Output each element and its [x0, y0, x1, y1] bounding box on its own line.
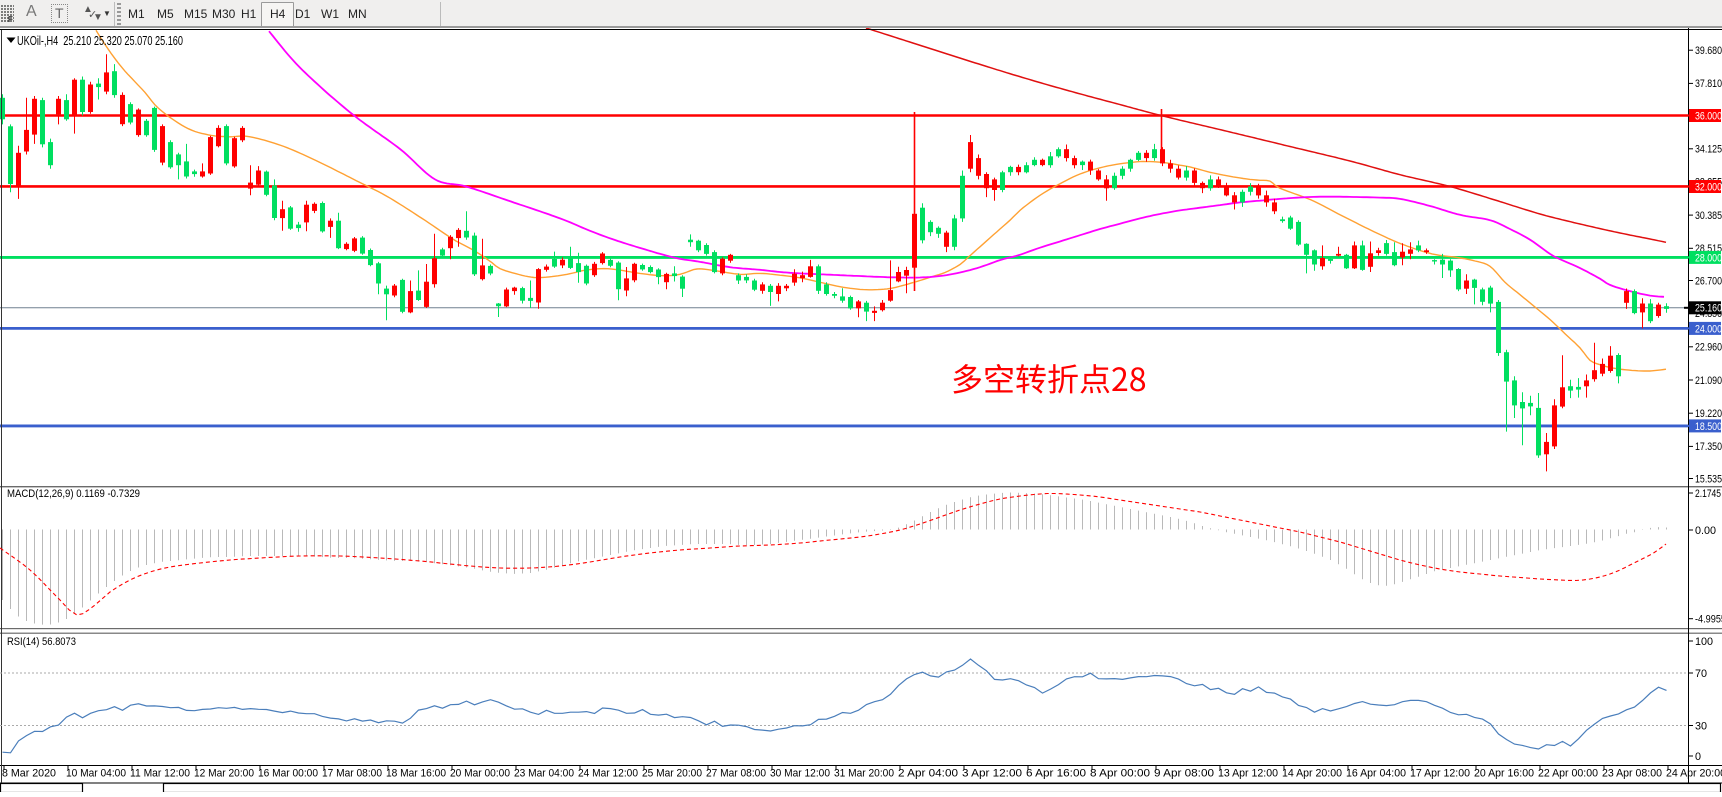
svg-text:11 Mar 12:00: 11 Mar 12:00: [130, 768, 190, 780]
svg-text:8 Apr 00:00: 8 Apr 00:00: [1090, 768, 1150, 780]
svg-text:100: 100: [1695, 636, 1713, 648]
svg-text:2.1745: 2.1745: [1695, 488, 1721, 500]
svg-text:30.385: 30.385: [1695, 210, 1722, 222]
svg-text:24.000: 24.000: [1695, 323, 1722, 335]
svg-text:21.090: 21.090: [1695, 375, 1722, 387]
svg-text:18 Mar 16:00: 18 Mar 16:00: [386, 768, 446, 780]
svg-text:2 Apr 04:00: 2 Apr 04:00: [898, 768, 958, 780]
svg-text:16 Apr 04:00: 16 Apr 04:00: [1346, 768, 1406, 780]
svg-text:17 Apr 12:00: 17 Apr 12:00: [1410, 768, 1470, 780]
svg-text:UKOil-,H4 25.210 25.320 25.07: UKOil-,H4 25.210 25.320 25.070 25.160: [17, 33, 183, 48]
svg-text:31 Mar 20:00: 31 Mar 20:00: [834, 768, 894, 780]
svg-text:36.000: 36.000: [1695, 110, 1722, 122]
svg-text:14 Apr 20:00: 14 Apr 20:00: [1282, 768, 1342, 780]
svg-text:9 Apr 08:00: 9 Apr 08:00: [1154, 768, 1214, 780]
svg-text:70: 70: [1695, 668, 1707, 680]
svg-text:8 Mar 2020: 8 Mar 2020: [2, 768, 56, 780]
svg-text:26.700: 26.700: [1695, 275, 1722, 287]
svg-text:19.220: 19.220: [1695, 408, 1722, 420]
svg-text:34.125: 34.125: [1695, 144, 1722, 156]
svg-text:18.500: 18.500: [1695, 421, 1722, 433]
svg-text:27 Mar 08:00: 27 Mar 08:00: [706, 768, 766, 780]
svg-text:0.00: 0.00: [1695, 525, 1716, 537]
svg-text:37.810: 37.810: [1695, 78, 1722, 90]
svg-text:32.000: 32.000: [1695, 181, 1722, 193]
svg-text:23 Mar 04:00: 23 Mar 04:00: [514, 768, 574, 780]
svg-text:30: 30: [1695, 720, 1707, 732]
svg-text:22.960: 22.960: [1695, 342, 1722, 354]
svg-text:25 Mar 20:00: 25 Mar 20:00: [642, 768, 702, 780]
svg-text:13 Apr 12:00: 13 Apr 12:00: [1218, 768, 1278, 780]
svg-text:25.160: 25.160: [1695, 303, 1722, 315]
svg-text:-4.9955: -4.9955: [1695, 614, 1722, 626]
svg-text:24 Apr 20:00: 24 Apr 20:00: [1666, 768, 1722, 780]
svg-text:MACD(12,26,9) 0.1169 -0.7329: MACD(12,26,9) 0.1169 -0.7329: [7, 488, 140, 500]
svg-text:12 Mar 20:00: 12 Mar 20:00: [194, 768, 254, 780]
svg-text:0: 0: [1695, 751, 1701, 763]
svg-text:39.680: 39.680: [1695, 45, 1722, 57]
svg-text:20 Apr 16:00: 20 Apr 16:00: [1474, 768, 1534, 780]
svg-text:24 Mar 12:00: 24 Mar 12:00: [578, 768, 638, 780]
svg-text:28.000: 28.000: [1695, 252, 1722, 264]
svg-text:15.535: 15.535: [1695, 473, 1722, 485]
svg-text:22 Apr 00:00: 22 Apr 00:00: [1538, 768, 1598, 780]
svg-text:6 Apr 16:00: 6 Apr 16:00: [1026, 768, 1086, 780]
svg-text:20 Mar 00:00: 20 Mar 00:00: [450, 768, 510, 780]
svg-text:17.350: 17.350: [1695, 441, 1722, 453]
svg-text:10 Mar 04:00: 10 Mar 04:00: [66, 768, 126, 780]
svg-text:17 Mar 08:00: 17 Mar 08:00: [322, 768, 382, 780]
svg-text:30 Mar 12:00: 30 Mar 12:00: [770, 768, 830, 780]
svg-text:RSI(14) 56.8073: RSI(14) 56.8073: [7, 636, 76, 648]
svg-text:16 Mar 00:00: 16 Mar 00:00: [258, 768, 318, 780]
svg-text:23 Apr 08:00: 23 Apr 08:00: [1602, 768, 1662, 780]
svg-text:3 Apr 12:00: 3 Apr 12:00: [962, 768, 1022, 780]
